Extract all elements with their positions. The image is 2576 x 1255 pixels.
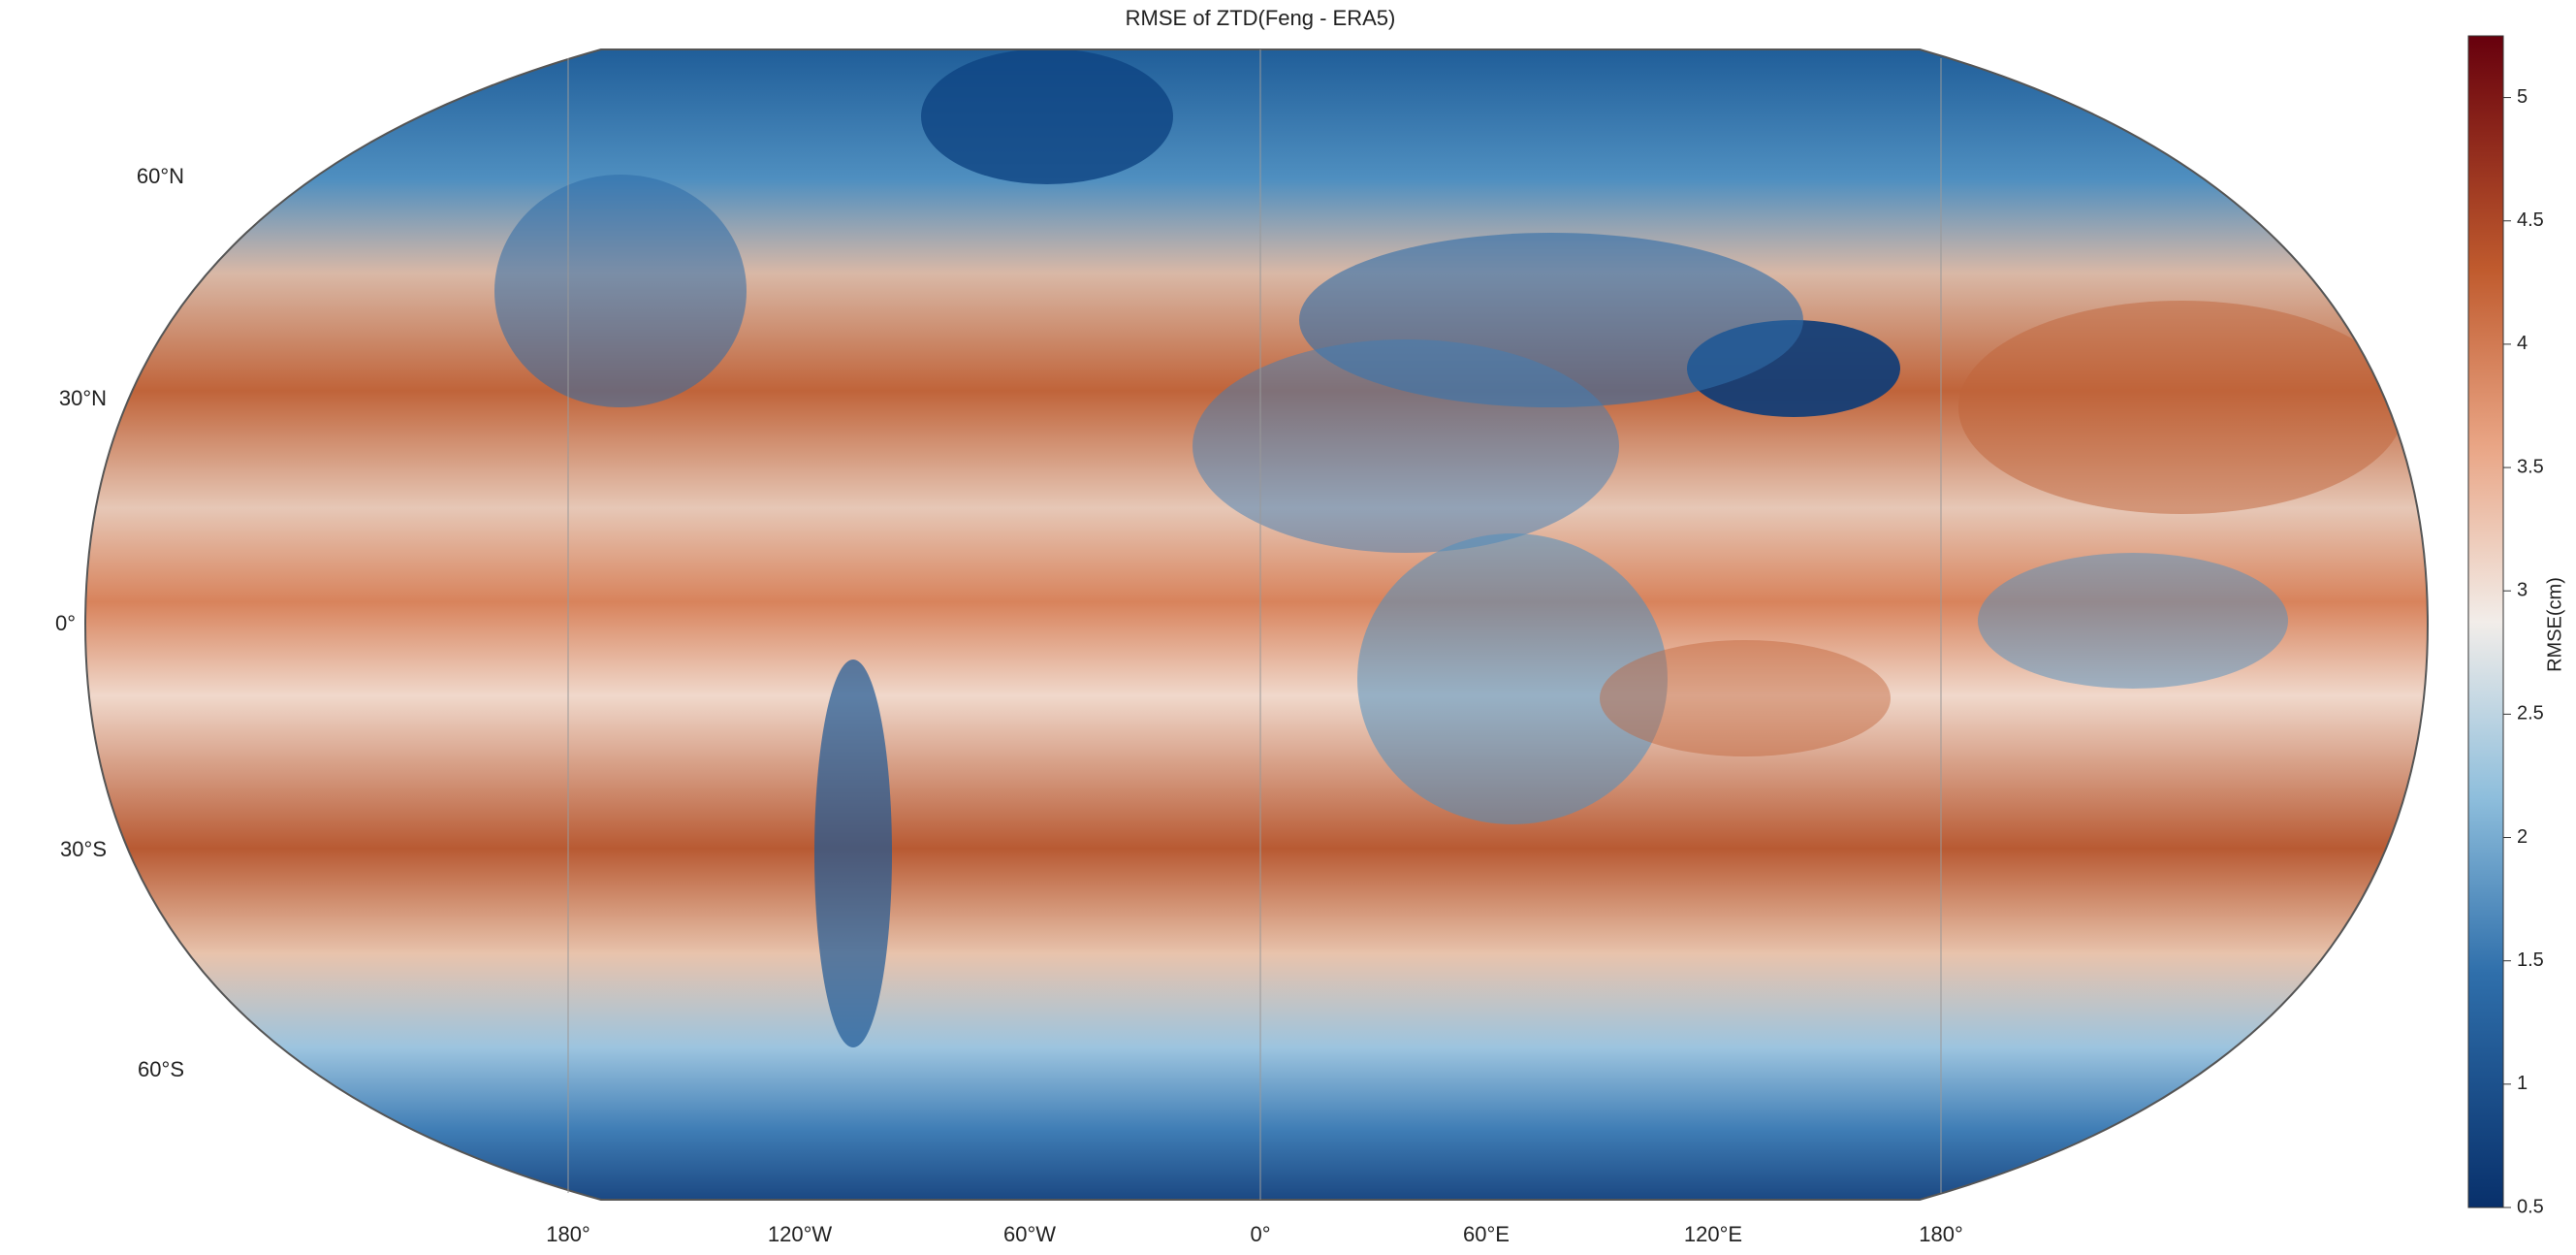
lat-label: 60°N <box>137 164 184 188</box>
colorbar-label: RMSE(cm) <box>2544 577 2565 672</box>
colorbar-ticks: 0.5 1 1.5 2 2.5 3 3.5 4 4.5 5 <box>2503 86 2544 1217</box>
map-frame <box>83 48 2430 1201</box>
colorbar-tick-label: 0.5 <box>2517 1196 2544 1217</box>
lon-label: 0° <box>1250 1222 1270 1246</box>
colorbar-tick-label: 1.5 <box>2517 949 2544 971</box>
lon-label: 180° <box>1919 1222 1963 1246</box>
lon-label: 120°E <box>1684 1222 1742 1246</box>
colorbar-tick-label: 4.5 <box>2517 209 2544 231</box>
lon-label: 120°W <box>768 1222 833 1246</box>
lat-label: 60°S <box>138 1057 184 1081</box>
colorbar-tick-label: 4 <box>2517 333 2528 354</box>
lon-labels: 180° 120°W 60°W 0° 60°E 120°E 180° <box>546 1222 1963 1246</box>
map-field <box>85 49 2428 1200</box>
colorbar-tick-label: 3.5 <box>2517 456 2544 477</box>
lat-label: 30°N <box>59 386 107 410</box>
lon-label: 180° <box>546 1222 590 1246</box>
colorbar-tick-label: 2.5 <box>2517 703 2544 724</box>
colorbar-tick-label: 2 <box>2517 826 2528 848</box>
colorbar <box>2467 35 2504 1208</box>
colorbar-tick-label: 5 <box>2517 86 2528 108</box>
graticule <box>567 49 1942 1200</box>
lon-label: 60°W <box>1003 1222 1056 1246</box>
map-title: RMSE of ZTD(Feng - ERA5) <box>1126 6 1396 30</box>
colorbar-tick-label: 3 <box>2517 579 2528 600</box>
lat-label: 30°S <box>60 837 107 861</box>
lon-label: 60°E <box>1463 1222 1510 1246</box>
lat-label: 0° <box>55 611 76 635</box>
lat-labels: 60°N 30°N 0° 30°S 60°S <box>55 164 184 1081</box>
colorbar-tick-label: 1 <box>2517 1073 2528 1094</box>
